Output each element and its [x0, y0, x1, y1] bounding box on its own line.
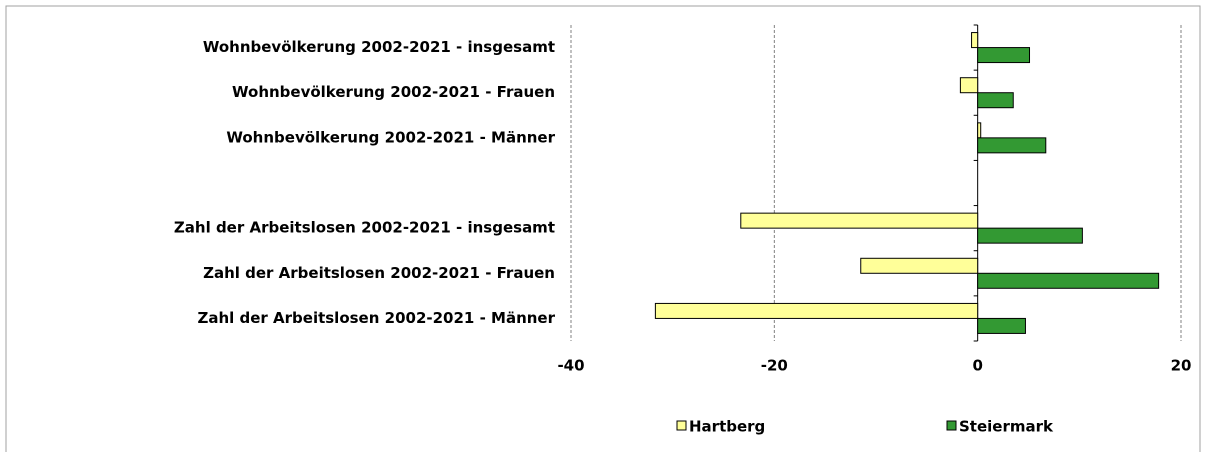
y-tick-label: Zahl der Arbeitslosen 2002-2021 - Frauen [203, 264, 555, 282]
bar [977, 92, 1014, 109]
x-tick-label: -20 [761, 357, 788, 375]
bar [977, 317, 1026, 334]
legend-label: Steiermark [959, 418, 1054, 436]
x-tick-label: 0 [972, 357, 982, 375]
y-tick-label: Wohnbevölkerung 2002-2021 - Männer [226, 128, 555, 146]
x-tick-label: -40 [557, 357, 584, 375]
bar [971, 32, 979, 49]
y-tick-label: Wohnbevölkerung 2002-2021 - Frauen [232, 83, 555, 101]
chart-frame [5, 5, 1201, 452]
legend-label: Hartberg [689, 418, 765, 436]
bar [740, 212, 979, 229]
legend-swatch [676, 420, 687, 431]
bar [977, 47, 1031, 64]
bar [959, 77, 979, 94]
bar [977, 137, 1047, 154]
bar [977, 122, 982, 139]
bar [860, 257, 979, 274]
bar [977, 272, 1160, 289]
x-tick-label: 20 [1171, 357, 1192, 375]
y-tick-label: Wohnbevölkerung 2002-2021 - insgesamt [203, 38, 555, 56]
y-tick-label: Zahl der Arbeitslosen 2002-2021 - insges… [174, 219, 555, 237]
bar [977, 227, 1083, 244]
y-tick-label: Zahl der Arbeitslosen 2002-2021 - Männer [197, 309, 555, 327]
legend-swatch [946, 420, 957, 431]
bar [654, 302, 979, 319]
